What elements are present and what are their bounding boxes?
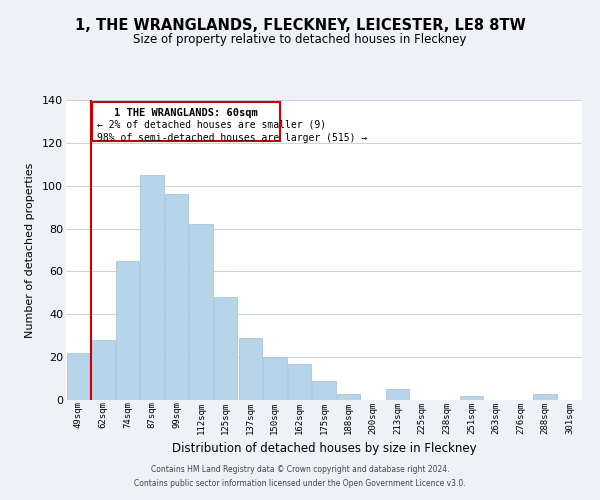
Bar (190, 224, 213, 400)
Bar (533, 394, 557, 400)
Bar (239, 338, 262, 400)
Text: ← 2% of detached houses are smaller (9): ← 2% of detached houses are smaller (9) (97, 120, 326, 130)
Bar (67, 353, 90, 400)
Bar (386, 390, 409, 400)
FancyBboxPatch shape (92, 102, 280, 141)
Bar (263, 357, 287, 400)
Bar (91, 340, 115, 400)
Bar (460, 396, 483, 400)
Bar (116, 260, 139, 400)
X-axis label: Distribution of detached houses by size in Fleckney: Distribution of detached houses by size … (172, 442, 476, 455)
Bar (140, 175, 164, 400)
Bar (288, 364, 311, 400)
Text: Contains HM Land Registry data © Crown copyright and database right 2024.
Contai: Contains HM Land Registry data © Crown c… (134, 466, 466, 487)
Text: 98% of semi-detached houses are larger (515) →: 98% of semi-detached houses are larger (… (97, 133, 367, 143)
Text: 1, THE WRANGLANDS, FLECKNEY, LEICESTER, LE8 8TW: 1, THE WRANGLANDS, FLECKNEY, LEICESTER, … (74, 18, 526, 32)
Bar (313, 380, 335, 400)
Bar (165, 194, 188, 400)
Text: Size of property relative to detached houses in Fleckney: Size of property relative to detached ho… (133, 32, 467, 46)
Y-axis label: Number of detached properties: Number of detached properties (25, 162, 35, 338)
Bar (214, 297, 238, 400)
Bar (337, 394, 360, 400)
Text: 1 THE WRANGLANDS: 60sqm: 1 THE WRANGLANDS: 60sqm (114, 108, 257, 118)
